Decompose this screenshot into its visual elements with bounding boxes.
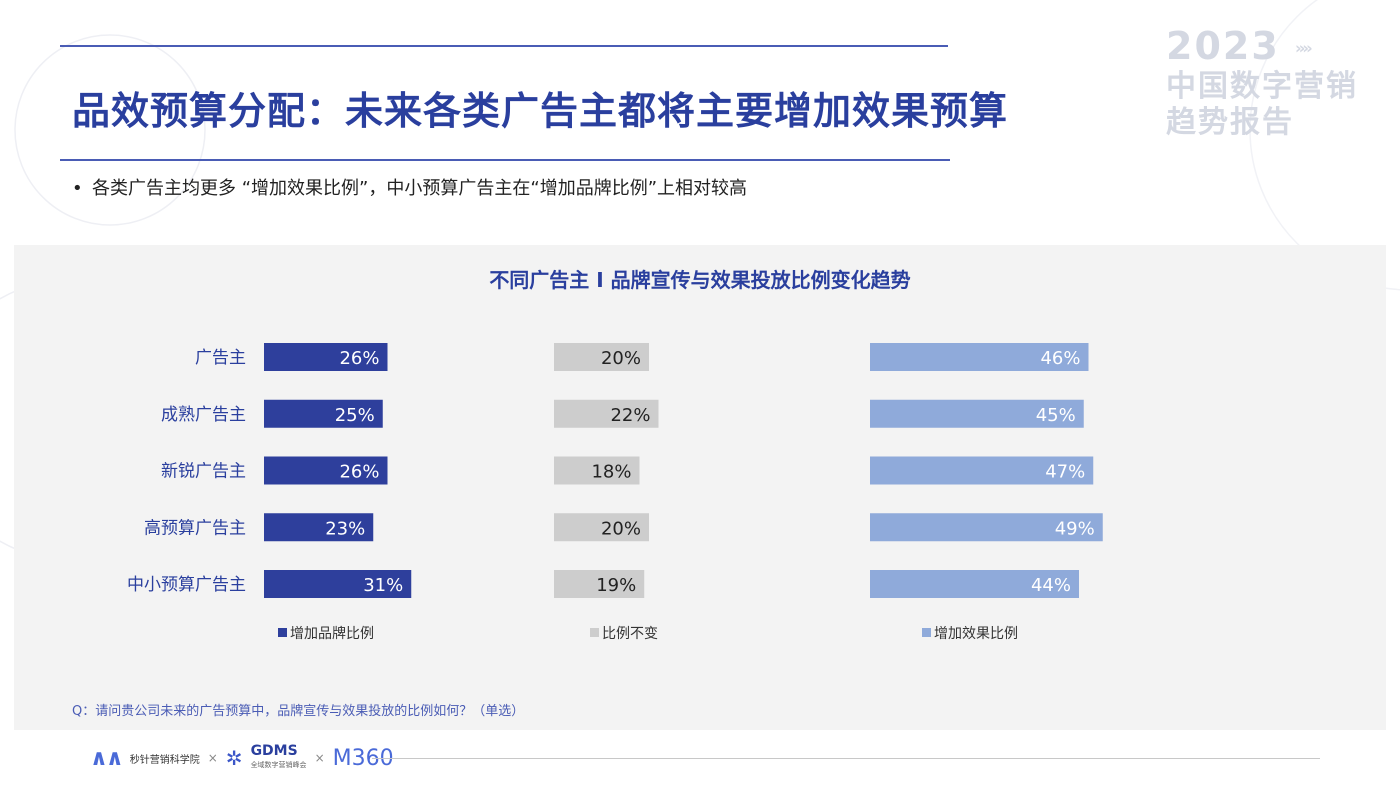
- data-label: 31%: [363, 575, 403, 596]
- bar: [554, 570, 645, 598]
- bar: [554, 513, 649, 542]
- gdms-logo: GDMS 全域数字营销峰会: [250, 743, 307, 769]
- legend-label: 比例不变: [602, 626, 658, 642]
- data-label: 20%: [601, 348, 641, 369]
- bar-chart: 广告主 26% 20% 46% 成熟广告主 25% 22% 45% 新锐广告主 26% 18% 47%…: [127, 343, 1103, 642]
- category-label: 新锐广告主: [161, 462, 246, 482]
- legend-label: 增加品牌比例: [290, 625, 374, 642]
- data-label: 25%: [335, 405, 375, 426]
- miaozhen-logo: ∧∧: [90, 745, 124, 771]
- data-label: 19%: [596, 575, 636, 596]
- legend-swatch: [278, 628, 287, 637]
- title-top-rule: [60, 45, 948, 47]
- bar: [264, 456, 388, 485]
- data-label: 23%: [325, 518, 365, 539]
- category-label: 广告主: [195, 348, 246, 368]
- bar: [264, 570, 412, 598]
- data-label: 20%: [601, 518, 641, 539]
- key-finding-text: 各类广告主均更多 “增加效果比例”，中小预算广告主在“增加品牌比例”上相对较高: [92, 178, 748, 199]
- title-bottom-rule: [60, 159, 950, 161]
- bar: [264, 513, 374, 542]
- brand-line-1: 中国数字营销: [1166, 68, 1358, 104]
- bar: [870, 343, 1089, 371]
- bullet-icon: •: [72, 178, 83, 199]
- data-label: 49%: [1055, 518, 1095, 539]
- bar: [264, 343, 388, 371]
- legend-label: 增加效果比例: [934, 626, 1018, 642]
- chart-panel: [14, 245, 1386, 730]
- key-finding: • 各类广告主均更多 “增加效果比例”，中小预算广告主在“增加品牌比例”上相对较高: [72, 174, 747, 200]
- times-separator: ×: [207, 751, 218, 765]
- data-label: 44%: [1031, 575, 1071, 596]
- bar: [870, 570, 1079, 598]
- brand-line-2: 趋势报告: [1166, 104, 1294, 140]
- report-brand-watermark: 2023 »» 中国数字营销 趋势报告: [1166, 26, 1381, 141]
- data-label: 22%: [610, 405, 650, 426]
- footer-rule: [372, 758, 1320, 759]
- times-separator: ×: [314, 751, 325, 765]
- double-arrow-icon: »»: [1295, 38, 1313, 58]
- category-label: 高预算广告主: [144, 518, 246, 538]
- data-label: 26%: [339, 348, 379, 369]
- footer-logos: ∧∧ 秒针营销科学院 × ✲ GDMS 全域数字营销峰会 × M360: [90, 744, 394, 772]
- data-label: 46%: [1040, 348, 1080, 369]
- bar: [870, 513, 1103, 542]
- bar: [870, 399, 1084, 428]
- data-label: 18%: [591, 462, 631, 483]
- data-label: 45%: [1036, 405, 1076, 426]
- bar: [264, 399, 383, 428]
- gdms-logo-icon: ✲: [225, 746, 243, 770]
- bar: [554, 456, 640, 485]
- bar: [554, 399, 659, 428]
- bar: [554, 343, 649, 371]
- survey-question: Q：请问贵公司未来的广告预算中，品牌宣传与效果投放的比例如何？（单选）: [72, 704, 525, 719]
- brand-year: 2023 »»: [1166, 24, 1313, 68]
- category-label: 成熟广告主: [161, 404, 246, 425]
- legend-swatch: [922, 628, 931, 637]
- bar: [870, 456, 1094, 485]
- legend-swatch: [590, 628, 599, 637]
- category-label: 中小预算广告主: [127, 575, 246, 595]
- chart-title: 不同广告主 I 品牌宣传与效果投放比例变化趋势: [489, 268, 911, 292]
- data-label: 47%: [1045, 462, 1085, 483]
- page-title: 品效预算分配：未来各类广告主都将主要增加效果预算: [72, 89, 1009, 133]
- org-name-miaozhen: 秒针营销科学院: [129, 754, 200, 766]
- data-label: 26%: [339, 462, 379, 483]
